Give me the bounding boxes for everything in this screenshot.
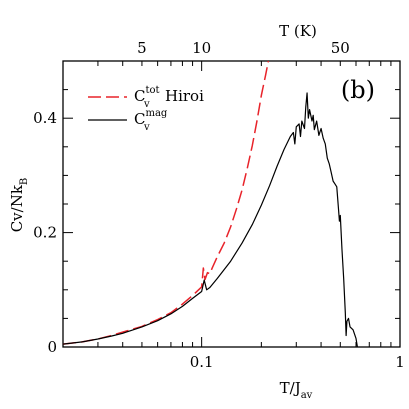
legend-sub-mag: v <box>143 122 150 133</box>
x-tick-label: 1 <box>395 353 405 371</box>
legend-label-hiroi: Ctot v Hiroi <box>134 85 204 110</box>
series-layer <box>62 60 359 348</box>
legend-text-hiroi: Hiroi <box>165 87 204 105</box>
y-tick-label: 0 <box>47 338 57 356</box>
x2-tick-label: 10 <box>192 39 211 57</box>
x2-tick-label: 5 <box>137 39 147 57</box>
x2-tick-label: 50 <box>331 39 350 57</box>
legend-sub-hiroi: v <box>143 99 150 110</box>
legend-sup-mag: mag <box>145 108 167 119</box>
x-axis-label-main: T/J <box>280 379 301 397</box>
ticks: 0.1 1 5 10 50 0 0.2 0.4 <box>33 39 405 371</box>
legend-base-mag: C <box>134 110 145 128</box>
panel-label: (b) <box>341 76 375 104</box>
legend-base-hiroi: C <box>134 87 145 105</box>
y-tick-label: 0.4 <box>33 109 57 127</box>
y-tick-label: 0.2 <box>33 224 57 242</box>
legend-label-mag: Cmag v <box>134 108 168 133</box>
y-axis-label-sub: B <box>19 178 30 185</box>
x-tick-label: 0.1 <box>190 353 214 371</box>
y-axis-label-main: Cv/Nk <box>8 184 26 232</box>
y-axis-label: Cv/NkB <box>8 178 30 233</box>
legend-sup-hiroi: tot <box>145 85 159 96</box>
series-line-hiroi <box>62 60 270 345</box>
x2-axis-label: T (K) <box>279 22 317 40</box>
legend: Ctot v Hiroi Cmag v <box>88 85 204 133</box>
x-axis-label-sub: av <box>301 390 313 401</box>
x-axis-label: T/Jav <box>280 379 313 401</box>
series-line-mag <box>62 92 359 348</box>
